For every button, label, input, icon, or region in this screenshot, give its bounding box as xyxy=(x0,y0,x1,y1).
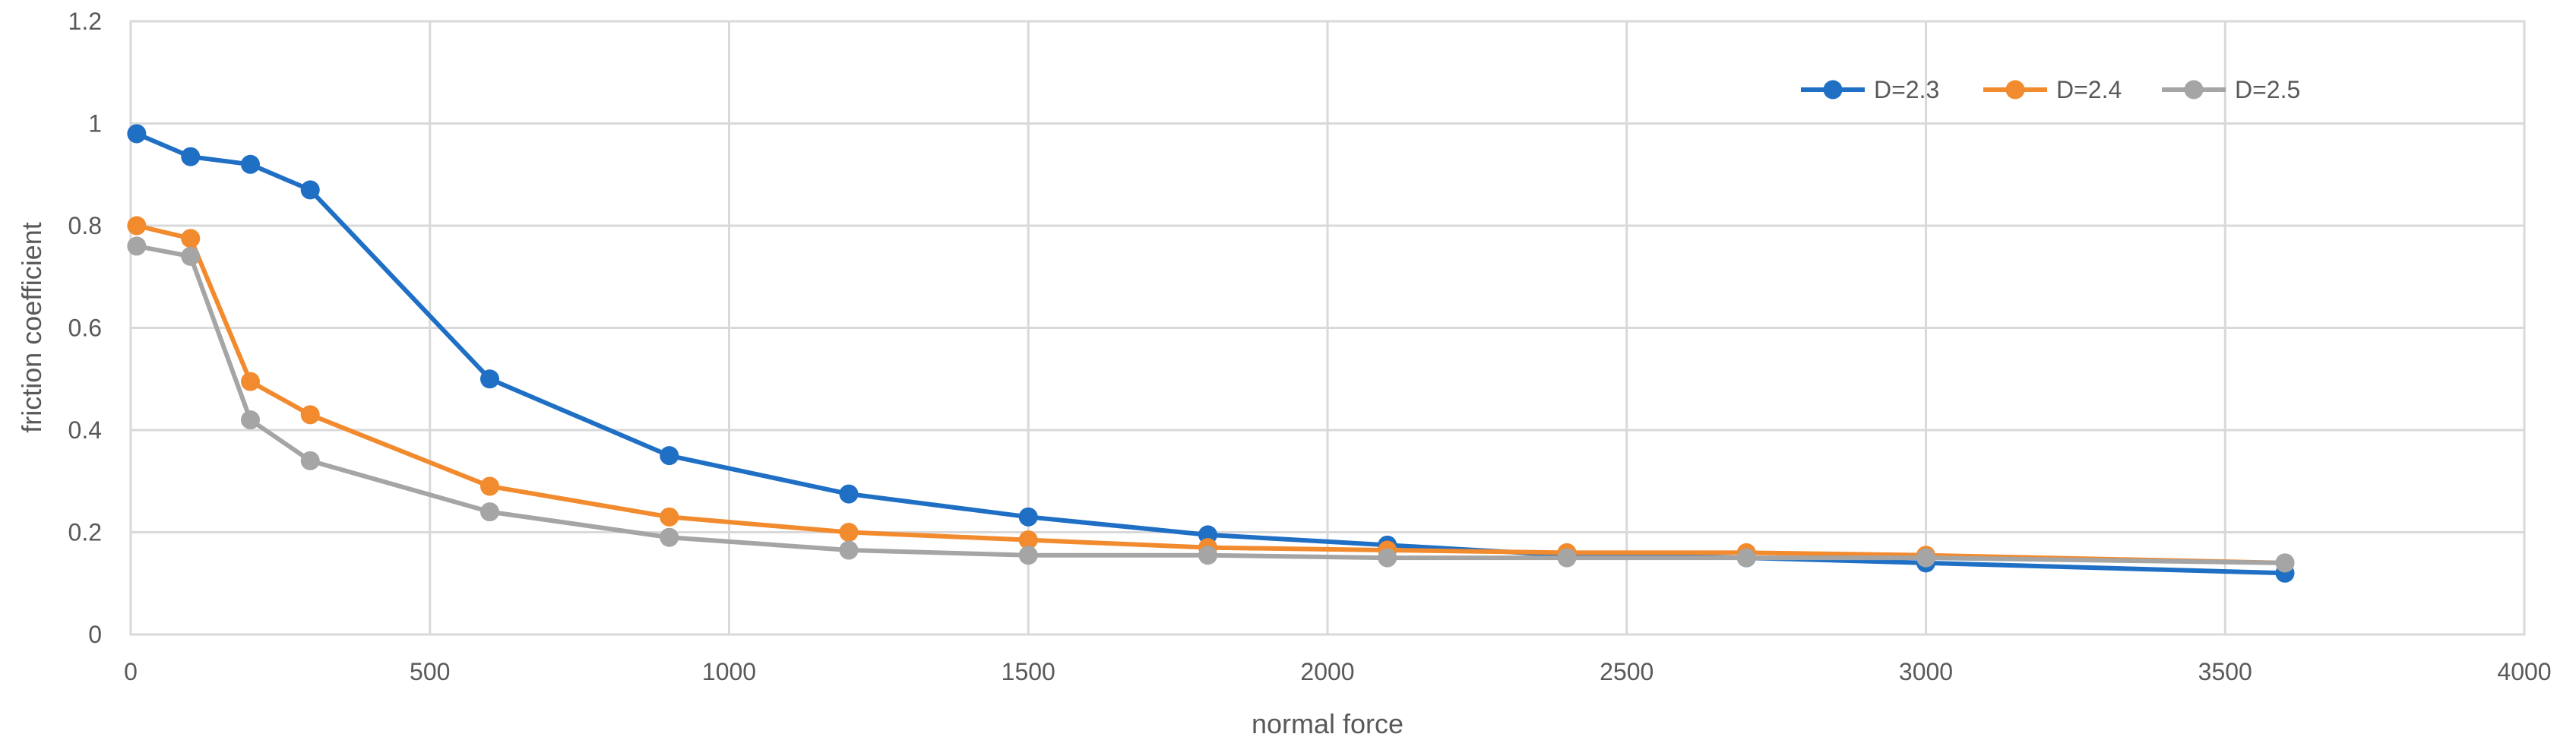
x-tick-label: 1000 xyxy=(702,658,756,685)
legend-item: D=2.5 xyxy=(2162,76,2300,103)
legend-item: D=2.4 xyxy=(1983,76,2122,103)
data-point xyxy=(660,527,679,547)
legend-marker xyxy=(1823,80,1843,100)
data-point xyxy=(181,147,201,166)
data-point xyxy=(241,372,260,391)
y-tick-label: 0 xyxy=(88,621,102,648)
data-point xyxy=(839,523,859,542)
x-tick-label: 0 xyxy=(124,658,138,685)
y-tick-label: 1.2 xyxy=(68,8,102,35)
data-point xyxy=(839,540,859,560)
series-1 xyxy=(127,124,2295,583)
data-point xyxy=(1557,548,1577,568)
x-tick-label: 2500 xyxy=(1600,658,1654,685)
x-tick-label: 4000 xyxy=(2497,658,2551,685)
data-point xyxy=(2275,553,2295,573)
y-tick-label: 0.8 xyxy=(68,212,102,239)
data-point xyxy=(660,507,679,527)
data-point xyxy=(1736,548,1756,568)
data-point xyxy=(300,451,320,470)
data-point xyxy=(480,502,499,522)
y-tick-label: 1 xyxy=(88,110,102,138)
y-tick-label: 0.6 xyxy=(68,315,102,342)
data-point xyxy=(181,229,201,248)
tick-labels: 0 0.2 0.4 0.6 0.8 1 1.2 0 500 1000 1500 2000 2500 300… xyxy=(68,8,2552,685)
data-point xyxy=(1378,548,1397,568)
data-point xyxy=(1916,548,1935,568)
legend-marker xyxy=(2184,80,2204,100)
data-point xyxy=(241,154,260,174)
legend-label: D=2.5 xyxy=(2235,76,2300,103)
series-line xyxy=(136,223,2286,565)
plot-area xyxy=(129,20,2526,636)
x-tick-label: 3500 xyxy=(2198,658,2252,685)
y-axis-title: friction coefficient xyxy=(16,222,47,432)
data-point xyxy=(480,369,499,389)
data-point xyxy=(241,410,260,430)
data-point xyxy=(1018,546,1038,565)
x-tick-label: 2000 xyxy=(1300,658,1354,685)
series-3 xyxy=(127,236,2295,573)
series-line xyxy=(136,243,2286,565)
x-tick-label: 1500 xyxy=(1002,658,1055,685)
data-point xyxy=(300,180,320,200)
x-tick-label: 500 xyxy=(410,658,450,685)
data-point xyxy=(1018,507,1038,527)
series xyxy=(127,124,2295,583)
x-tick-label: 3000 xyxy=(1899,658,1953,685)
data-point xyxy=(181,246,201,266)
data-point xyxy=(480,476,499,496)
data-point xyxy=(300,405,320,425)
data-point xyxy=(1018,530,1038,550)
data-point xyxy=(127,124,147,144)
data-point xyxy=(127,216,147,236)
y-tick-label: 0.2 xyxy=(68,519,102,546)
legend-item: D=2.3 xyxy=(1801,76,1939,103)
legend-marker xyxy=(2005,80,2025,100)
x-axis-title: normal force xyxy=(1252,708,1404,739)
data-point xyxy=(1198,546,1217,565)
series-line xyxy=(135,131,2286,576)
data-point xyxy=(839,484,859,504)
legend: D=2.3 D=2.4 D=2.5 xyxy=(1801,76,2300,103)
series-2 xyxy=(127,216,2295,573)
legend-label: D=2.3 xyxy=(1874,76,1939,103)
data-point xyxy=(127,236,147,256)
y-tick-label: 0.4 xyxy=(68,416,102,444)
data-point xyxy=(660,446,679,466)
legend-label: D=2.4 xyxy=(2056,76,2122,103)
grid xyxy=(129,20,2526,636)
